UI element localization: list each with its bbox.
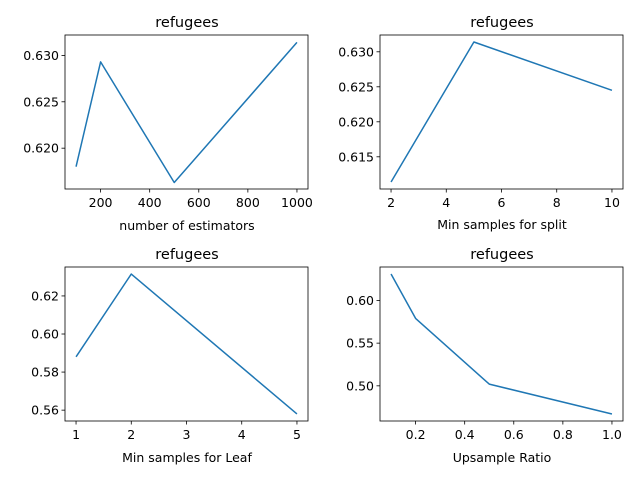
axes-frame [379,34,624,190]
x-axis-label: number of estimators [119,218,254,233]
x-axis-label: Upsample Ratio [453,450,552,465]
y-tick-label: 0.630 [338,44,374,59]
axes-frame [379,266,624,422]
y-tick-label: 0.60 [31,327,59,342]
y-tick-label: 0.620 [338,114,374,129]
series-line [390,273,613,415]
x-tick-label: 600 [187,195,211,210]
series-line [390,41,613,183]
x-axis-label: Min samples for split [437,217,567,232]
y-tick-label: 0.58 [31,365,59,380]
x-tick-label: 1000 [281,195,313,210]
subplot-title: refugees [155,15,218,31]
series-line [75,41,298,184]
y-tick-label: 0.56 [31,403,59,418]
x-tick-label: 1 [72,427,80,442]
y-tick-label: 0.620 [23,141,59,156]
axes-frame [64,266,309,422]
y-tick-label: 0.615 [338,149,374,164]
y-tick-label: 0.60 [346,293,374,308]
x-tick-label: 4 [442,195,450,210]
x-tick-label: 800 [236,195,260,210]
x-tick-label: 0.4 [455,427,475,442]
x-tick-label: 0.2 [406,427,426,442]
x-tick-label: 2 [127,427,135,442]
y-tick-label: 0.50 [346,378,374,393]
x-tick-label: 400 [138,195,162,210]
subplot-upsample: refugees Upsample Ratio 0.2 0.4 0.6 0.8 1.0 0… [346,247,624,465]
axes-frame [64,34,309,190]
x-tick-label: 8 [553,195,561,210]
x-tick-label: 2 [387,195,395,210]
subplot-title: refugees [470,15,533,31]
subplot-estimators: refugees number of estimators 200 400 600 8… [23,15,313,233]
x-tick-label: 6 [498,195,506,210]
x-tick-label: 5 [293,427,301,442]
x-tick-label: 0.8 [553,427,573,442]
subplot-title: refugees [470,247,533,263]
x-tick-label: 0.6 [504,427,524,442]
y-tick-label: 0.62 [31,288,59,303]
x-tick-label: 10 [604,195,620,210]
y-tick-label: 0.625 [23,94,59,109]
x-tick-label: 4 [238,427,246,442]
y-tick-label: 0.630 [23,48,59,63]
series-line [75,273,298,415]
x-axis-label: Min samples for Leaf [122,450,252,465]
x-tick-label: 3 [183,427,191,442]
subplot-leaf: refugees Min samples for Leaf 1 2 3 4 5 0.56 0… [31,247,309,465]
subplot-split: refugees Min samples for split 2 4 6 8 10 0.6… [338,15,624,232]
y-tick-label: 0.625 [338,79,374,94]
x-tick-label: 1.0 [602,427,622,442]
y-tick-label: 0.55 [346,336,374,351]
x-tick-label: 200 [89,195,113,210]
subplot-title: refugees [155,247,218,263]
